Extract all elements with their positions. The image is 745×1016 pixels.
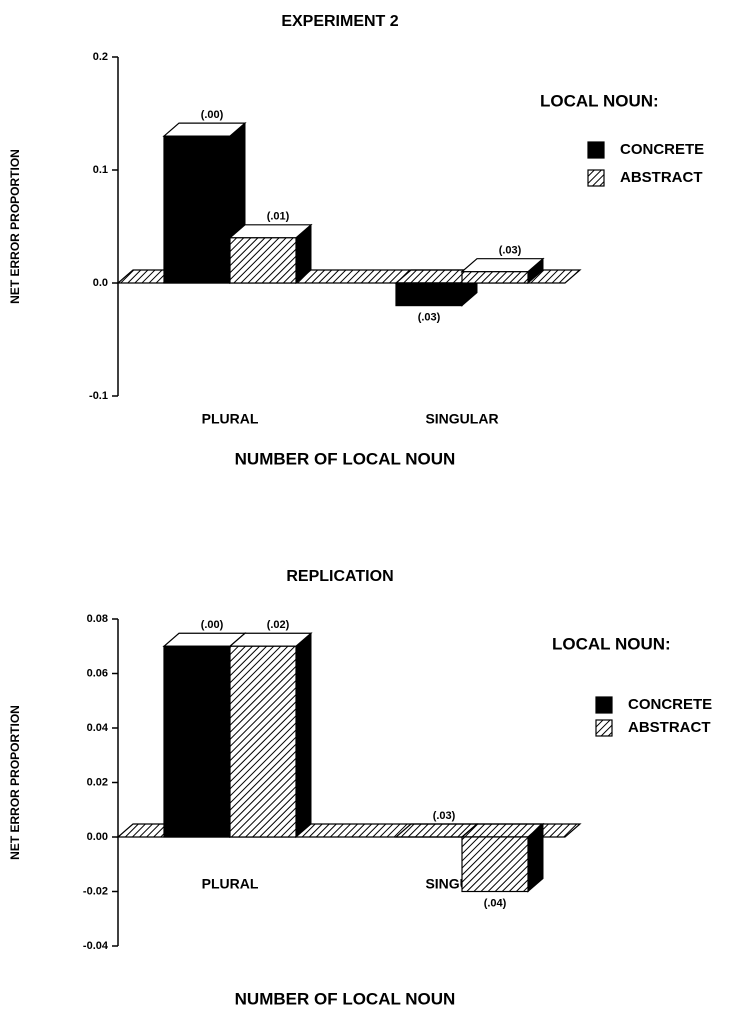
error-label: (.00) <box>201 619 224 631</box>
bar <box>162 122 247 285</box>
error-label: (.01) <box>267 211 290 223</box>
bar-face <box>228 632 313 647</box>
y-tick-label: 0.0 <box>93 277 108 289</box>
y-tick-label: 0.02 <box>87 776 108 788</box>
error-label: (.00) <box>201 109 224 121</box>
y-axis-label: NET ERROR PROPORTION <box>8 705 22 860</box>
x-axis-label: NUMBER OF LOCAL NOUN <box>235 989 456 1008</box>
bar-face <box>295 632 312 839</box>
legend-swatch <box>587 169 605 187</box>
legend-label: ABSTRACT <box>620 169 703 186</box>
x-tick-label: SINGULAR <box>425 411 498 427</box>
y-tick-label: -0.02 <box>83 885 108 897</box>
bar-face <box>229 237 297 284</box>
error-label: (.04) <box>484 897 507 909</box>
legend-swatch <box>587 141 605 159</box>
y-tick-label: -0.1 <box>89 390 108 402</box>
y-tick-label: 0.06 <box>87 667 108 679</box>
bar <box>394 268 479 307</box>
y-tick-label: 0.00 <box>87 831 108 843</box>
bar-face <box>163 645 231 838</box>
bar <box>460 257 545 285</box>
y-tick-label: 0.08 <box>87 613 108 625</box>
legend-title: LOCAL NOUN: <box>540 91 659 110</box>
chart-title: EXPERIMENT 2 <box>281 13 398 30</box>
bar <box>228 223 313 285</box>
legend-title: LOCAL NOUN: <box>552 634 671 653</box>
bar-face <box>229 645 297 838</box>
bar-face <box>163 135 231 284</box>
y-tick-label: 0.2 <box>93 51 108 63</box>
bar-face <box>460 258 545 273</box>
x-tick-label: PLURAL <box>202 876 259 892</box>
bar-face <box>461 271 529 284</box>
error-label: (.03) <box>499 245 522 257</box>
bar-face <box>461 836 529 893</box>
y-axis-label: NET ERROR PROPORTION <box>8 149 22 304</box>
y-tick-label: 0.04 <box>87 722 109 734</box>
y-tick-label: 0.1 <box>93 164 108 176</box>
bar <box>460 822 545 893</box>
y-tick-label: -0.04 <box>83 940 109 952</box>
bar-face <box>228 224 313 239</box>
bar-face <box>162 122 247 137</box>
x-axis-label: NUMBER OF LOCAL NOUN <box>235 449 456 468</box>
legend-label: ABSTRACT <box>628 719 711 736</box>
legend-swatch <box>595 719 613 737</box>
legend-label: CONCRETE <box>628 696 712 713</box>
bar <box>228 632 313 839</box>
error-label: (.03) <box>433 810 456 822</box>
chart-title: REPLICATION <box>286 568 393 585</box>
error-label: (.03) <box>418 312 441 324</box>
error-label: (.02) <box>267 619 290 631</box>
legend-swatch <box>595 696 613 714</box>
legend-label: CONCRETE <box>620 141 704 158</box>
x-tick-label: PLURAL <box>202 411 259 427</box>
bar-face <box>395 282 463 307</box>
